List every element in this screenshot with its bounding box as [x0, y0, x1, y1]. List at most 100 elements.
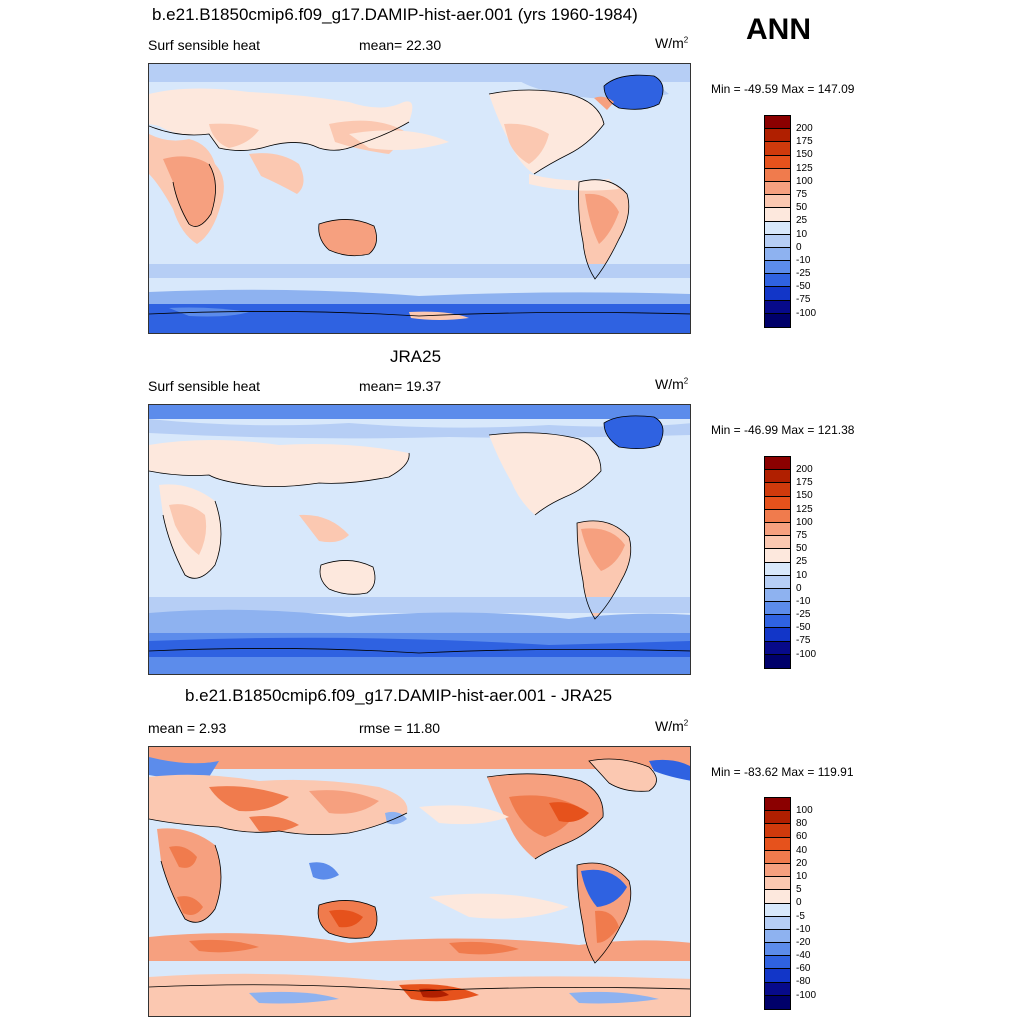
colorbar-tick-label: 10	[796, 228, 808, 240]
colorbar-swatch	[765, 234, 790, 248]
colorbar-swatch	[765, 313, 790, 327]
colorbar-tick-label: 20	[796, 857, 808, 869]
colorbar-tick-label: 150	[796, 490, 813, 502]
colorbar-tick-label: 175	[796, 477, 813, 489]
panel-2-colorbar	[764, 456, 791, 669]
colorbar-swatch	[765, 588, 790, 603]
colorbar-swatch	[765, 903, 790, 917]
panel-1-minmax: Min = -49.59 Max = 147.09	[711, 82, 855, 96]
colorbar-swatch	[765, 995, 790, 1009]
colorbar-swatch	[765, 877, 790, 891]
colorbar-tick-label: 5	[796, 884, 802, 896]
colorbar-swatch	[765, 221, 790, 235]
colorbar-tick-label: 25	[796, 556, 808, 568]
colorbar-swatch	[765, 654, 790, 668]
colorbar-tick-label: 75	[796, 188, 808, 200]
colorbar-tick-label: 125	[796, 503, 813, 515]
colorbar-tick-label: -40	[796, 950, 811, 962]
colorbar-tick-label: -10	[796, 923, 811, 935]
colorbar-swatch	[765, 155, 790, 169]
panel-3-units: W/m2	[655, 718, 689, 734]
colorbar-swatch	[765, 575, 790, 589]
panel-3-rmse-label: rmse = 11.80	[359, 720, 441, 736]
panel-2-units: W/m2	[655, 376, 689, 392]
colorbar-tick-label: -75	[796, 635, 811, 647]
panel-1-map	[148, 63, 691, 334]
colorbar-swatch	[765, 641, 790, 655]
colorbar-swatch	[765, 261, 790, 275]
colorbar-swatch	[765, 536, 790, 550]
colorbar-tick-label: 25	[796, 215, 808, 227]
panel-1-title: b.e21.B1850cmip6.f09_g17.DAMIP-hist-aer.…	[152, 5, 638, 24]
colorbar-swatch	[765, 129, 790, 143]
colorbar-tick-label: 50	[796, 543, 808, 555]
colorbar-swatch	[765, 116, 790, 130]
colorbar-swatch	[765, 168, 790, 182]
colorbar-swatch	[765, 300, 790, 314]
colorbar-tick-label: -60	[796, 963, 811, 975]
colorbar-tick-label: -75	[796, 294, 811, 306]
colorbar-swatch	[765, 929, 790, 944]
panel-3-colorbar	[764, 797, 791, 1010]
colorbar-swatch	[765, 274, 790, 288]
colorbar-swatch	[765, 247, 790, 262]
colorbar-swatch	[765, 483, 790, 497]
panel-2-title: JRA25	[390, 347, 442, 366]
colorbar-swatch	[765, 850, 790, 864]
colorbar-tick-label: -5	[796, 910, 805, 922]
panel-3-colorbar-labels: 100 80 60 40 20 10 5 0 -5 -10 -20 -40 -60 -80 -100	[796, 804, 816, 1002]
panel-2-map	[148, 404, 691, 675]
colorbar-swatch	[765, 824, 790, 838]
colorbar-swatch	[765, 457, 790, 471]
colorbar-tick-label: 75	[796, 529, 808, 541]
colorbar-tick-label: 0	[796, 582, 802, 594]
colorbar-tick-label: 100	[796, 175, 813, 187]
colorbar-tick-label: 10	[796, 569, 808, 581]
colorbar-tick-label: -25	[796, 268, 811, 280]
colorbar-swatch	[765, 837, 790, 851]
colorbar-swatch	[765, 509, 790, 523]
panel-1-mean-label: mean= 22.30	[359, 37, 442, 53]
colorbar-tick-label: 10	[796, 870, 808, 882]
colorbar-tick-label: 125	[796, 162, 813, 174]
colorbar-swatch	[765, 195, 790, 209]
colorbar-tick-label: -100	[796, 989, 817, 1001]
colorbar-swatch	[765, 982, 790, 996]
colorbar-swatch	[765, 615, 790, 629]
colorbar-tick-label: 175	[796, 136, 813, 148]
colorbar-swatch	[765, 522, 790, 537]
panel-3-minmax: Min = -83.62 Max = 119.91	[711, 765, 854, 779]
season-label: ANN	[746, 13, 811, 46]
colorbar-swatch	[765, 562, 790, 576]
colorbar-swatch	[765, 890, 790, 904]
colorbar-tick-label: -80	[796, 976, 811, 988]
colorbar-swatch	[765, 602, 790, 616]
colorbar-tick-label: 40	[796, 844, 808, 856]
colorbar-swatch	[765, 470, 790, 484]
colorbar-tick-label: -100	[796, 307, 817, 319]
colorbar-swatch	[765, 916, 790, 930]
panel-2-mean-label: mean= 19.37	[359, 378, 442, 394]
panel-3-mean-label: mean = 2.93	[148, 720, 227, 736]
panel-1-variable-label: Surf sensible heat	[148, 37, 261, 53]
colorbar-tick-label: -10	[796, 595, 811, 607]
panel-3-map	[148, 746, 691, 1017]
colorbar-tick-label: 100	[796, 805, 813, 816]
colorbar-swatch	[765, 969, 790, 983]
colorbar-tick-label: -25	[796, 609, 811, 621]
colorbar-swatch	[765, 811, 790, 825]
colorbar-tick-label: -100	[796, 648, 817, 660]
colorbar-tick-label: -50	[796, 281, 811, 293]
colorbar-swatch	[765, 549, 790, 563]
colorbar-swatch	[765, 142, 790, 156]
colorbar-tick-label: -10	[796, 254, 811, 266]
colorbar-swatch	[765, 208, 790, 222]
panel-1-colorbar-labels: 200 175 150 125 100 75 50 25 10 0 -10 -25 -50 -75 -100	[796, 122, 816, 320]
panel-2-variable-label: Surf sensible heat	[148, 378, 261, 394]
colorbar-swatch	[765, 798, 790, 812]
colorbar-tick-label: -20	[796, 936, 811, 948]
panel-2-minmax: Min = -46.99 Max = 121.38	[711, 423, 855, 437]
colorbar-swatch	[765, 943, 790, 957]
colorbar-tick-label: 150	[796, 149, 813, 161]
colorbar-tick-label: -50	[796, 622, 811, 634]
